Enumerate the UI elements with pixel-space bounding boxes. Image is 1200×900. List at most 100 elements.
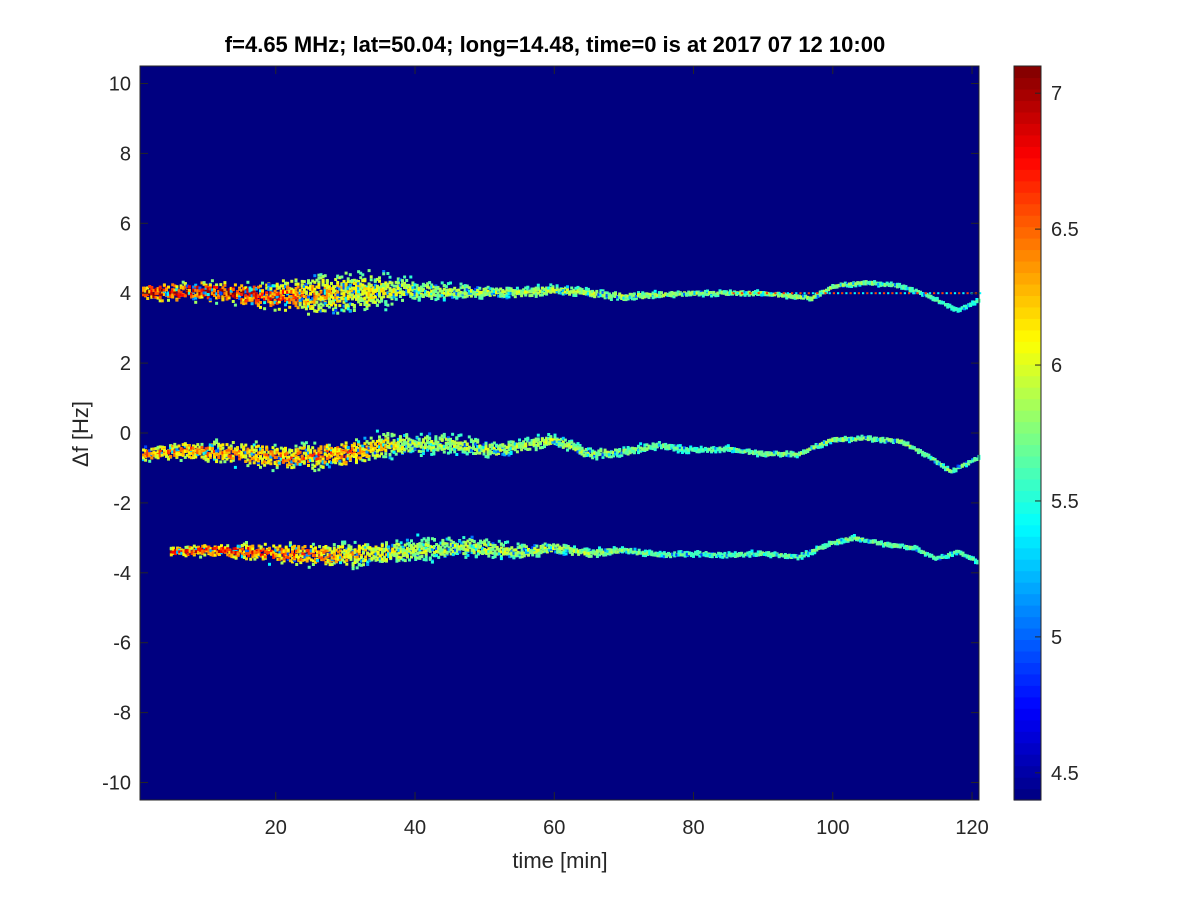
heatmap-cell [505,296,509,300]
heatmap-cell [557,289,561,293]
heatmap-cell [387,545,391,549]
heatmap-cell [595,457,599,461]
heatmap-cell [518,442,521,446]
heatmap-cell [572,290,576,294]
heatmap-cell [343,555,347,559]
heatmap-cell [303,545,307,548]
heatmap-cell [146,293,150,297]
heatmap-cell [388,456,392,460]
heatmap-cell [242,554,246,557]
heatmap-cell [249,557,253,561]
heatmap-cell [378,300,381,304]
heatmap-cell [344,449,348,452]
heatmap-cell [297,548,301,551]
heatmap-cell [188,549,192,553]
heatmap-cell [837,283,841,287]
heatmap-cell [311,547,315,551]
heatmap-cell [300,460,304,463]
heatmap-cell [276,554,280,558]
heatmap-cell [626,446,630,449]
heatmap-cell [532,287,536,291]
heatmap-cell [434,298,438,302]
heatmap-cell [365,303,369,306]
heatmap-cell [614,452,617,456]
heatmap-cell [511,442,515,446]
heatmap-cell [515,291,519,295]
heatmap-cell [281,458,285,462]
heatmap-cell [449,450,452,454]
heatmap-cell [169,447,173,450]
heatmap-cell [768,451,772,455]
heatmap-cell [175,452,179,456]
heatmap-cell [800,295,803,299]
plot-background [140,66,979,800]
heatmap-cell [758,292,762,296]
heatmap-cell [311,297,315,301]
heatmap-cell [375,444,379,448]
heatmap-cell [639,442,643,446]
heatmap-cell [165,452,168,456]
heatmap-cell [557,441,561,445]
heatmap-cell [365,453,369,457]
heatmap-cell [580,446,584,450]
heatmap-cell [215,551,219,554]
heatmap-cell [242,287,246,291]
heatmap-cell [478,444,482,448]
heatmap-cell [332,552,336,556]
heatmap-cell [340,285,344,289]
heatmap-cell [419,454,423,457]
heatmap-cell [357,548,361,552]
heatmap-cell [183,284,187,288]
heatmap-cell [839,283,843,287]
heatmap-cell [208,447,212,451]
heatmap-cell [301,547,305,551]
heatmap-cell [812,295,816,299]
heatmap-cell [716,448,720,452]
heatmap-cell [912,289,916,293]
heatmap-cell [574,294,578,297]
heatmap-cell [701,292,705,296]
heatmap-cell [434,286,438,290]
heatmap-cell [275,295,279,299]
heatmap-cell [779,452,783,456]
heatmap-cell [474,447,478,451]
heatmap-cell [624,448,628,452]
heatmap-cell [251,552,255,556]
heatmap-cell [196,447,200,451]
heatmap-cell [199,551,203,555]
heatmap-cell [221,451,225,455]
heatmap-cell [384,308,388,312]
heatmap-cell [309,299,313,303]
heatmap-cell [389,556,393,560]
heatmap-cell [158,445,162,449]
heatmap-cell [261,289,264,293]
heatmap-cell [284,548,288,552]
heatmap-cell [403,293,407,296]
heatmap-cell [670,446,674,450]
heatmap-cell [505,286,509,290]
heatmap-cell [346,307,350,311]
heatmap-cell [366,546,370,550]
heatmap-cell [545,442,549,446]
heatmap-cell [421,288,425,292]
heatmap-cell [547,437,551,441]
heatmap-cell [651,296,655,300]
heatmap-cell [210,447,214,450]
heatmap-cell [685,449,689,453]
heatmap-cell [411,449,415,453]
heatmap-cell [507,453,511,457]
heatmap-cell [478,451,482,455]
heatmap-cell [651,294,655,298]
heatmap-cell [146,452,150,456]
heatmap-cell [353,556,357,559]
heatmap-cell [295,563,299,566]
heatmap-cell [259,289,262,293]
heatmap-cell [513,446,517,450]
heatmap-cell [910,289,914,293]
heatmap-cell [687,451,691,455]
heatmap-cell [657,293,661,297]
heatmap-cell [330,291,333,295]
heatmap-cell [206,452,210,455]
heatmap-cell [363,279,367,283]
heatmap-cell [536,438,540,442]
